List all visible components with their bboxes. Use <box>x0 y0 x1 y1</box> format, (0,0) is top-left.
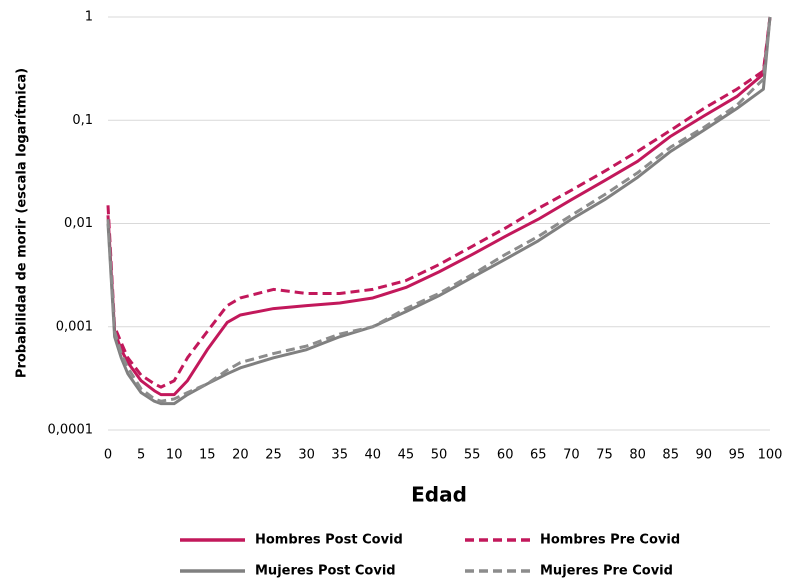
y-tick-label: 0,0001 <box>48 423 94 438</box>
series-line <box>106 16 772 406</box>
y-axis-title: Probabilidad de morir (escala logarítmic… <box>15 68 30 378</box>
x-tick-label: 90 <box>696 448 713 463</box>
x-tick-label: 35 <box>331 448 348 463</box>
x-tick-label: 30 <box>298 448 315 463</box>
x-tick-label: 75 <box>596 448 613 463</box>
x-tick-label: 50 <box>431 448 448 463</box>
x-tick-label: 15 <box>199 448 216 463</box>
legend-label: Mujeres Pre Covid <box>540 564 673 579</box>
legend-label: Mujeres Post Covid <box>255 564 396 579</box>
x-tick-label: 100 <box>758 448 783 463</box>
x-tick-label: 20 <box>232 448 249 463</box>
x-tick-label: 95 <box>729 448 746 463</box>
y-tick-label: 0,1 <box>72 113 93 128</box>
x-tick-label: 25 <box>265 448 282 463</box>
x-tick-label: 65 <box>530 448 547 463</box>
x-tick-label: 40 <box>365 448 382 463</box>
x-tick-label: 0 <box>104 448 112 463</box>
x-axis-title: Edad <box>411 483 467 507</box>
series-line <box>106 16 772 389</box>
x-tick-label: 70 <box>563 448 580 463</box>
x-tick-label: 5 <box>137 448 145 463</box>
y-tick-label: 1 <box>85 10 93 25</box>
x-tick-label: 60 <box>497 448 514 463</box>
y-tick-label: 0,001 <box>56 319 93 334</box>
series-line <box>106 16 772 403</box>
x-tick-label: 80 <box>629 448 646 463</box>
series-line <box>106 16 772 397</box>
x-tick-label: 55 <box>464 448 481 463</box>
legend-label: Hombres Post Covid <box>255 533 403 548</box>
legend-label: Hombres Pre Covid <box>540 533 680 548</box>
x-tick-label: 45 <box>398 448 415 463</box>
x-tick-label: 85 <box>662 448 679 463</box>
y-tick-label: 0,01 <box>64 216 93 231</box>
x-tick-label: 10 <box>166 448 183 463</box>
